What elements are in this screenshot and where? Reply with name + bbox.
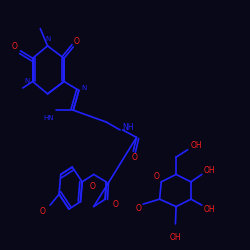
- Text: NH: NH: [122, 124, 134, 132]
- Text: HN: HN: [44, 115, 54, 121]
- Text: O: O: [135, 204, 141, 212]
- Text: O: O: [12, 42, 18, 51]
- Text: O: O: [154, 172, 159, 182]
- Text: O: O: [131, 153, 137, 162]
- Text: OH: OH: [204, 204, 216, 214]
- Text: OH: OH: [204, 166, 216, 175]
- Text: N: N: [24, 78, 29, 84]
- Text: O: O: [113, 200, 119, 208]
- Text: OH: OH: [191, 141, 202, 150]
- Text: O: O: [39, 207, 45, 216]
- Text: O: O: [90, 182, 96, 191]
- Text: N: N: [81, 85, 86, 91]
- Text: OH: OH: [170, 233, 181, 242]
- Text: O: O: [74, 38, 80, 46]
- Text: N: N: [45, 36, 50, 43]
